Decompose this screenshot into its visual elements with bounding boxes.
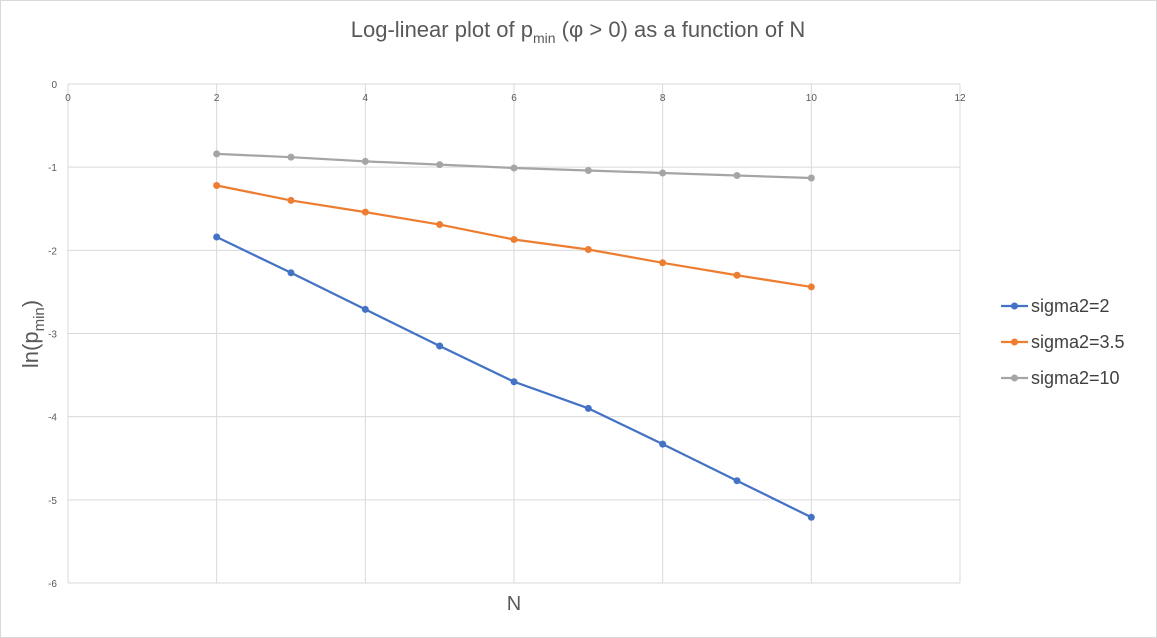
data-point [510, 378, 518, 386]
data-point [213, 181, 221, 189]
series-2 [213, 181, 815, 291]
legend-label: sigma2=3.5 [1031, 332, 1125, 352]
data-point [510, 164, 518, 172]
x-tick-label: 0 [65, 93, 71, 104]
x-tick-label: 10 [806, 93, 818, 104]
data-point [361, 305, 369, 313]
legend-marker [1011, 338, 1018, 346]
y-tick-label: -6 [48, 579, 57, 590]
legend-item: sigma2=10 [1001, 368, 1120, 388]
y-tick-label: -3 [48, 330, 57, 341]
legend-marker [1011, 374, 1018, 382]
y-tick-label: 0 [51, 80, 57, 91]
data-point [807, 174, 815, 182]
x-tick-label: 4 [363, 93, 369, 104]
data-point [436, 161, 444, 169]
data-point [361, 208, 369, 216]
legend-item: sigma2=2 [1001, 296, 1110, 316]
data-point [733, 477, 741, 485]
data-point [287, 196, 295, 204]
data-point [213, 233, 221, 241]
data-point [361, 157, 369, 165]
data-point [436, 221, 444, 229]
y-axis-title: ln(pmin) [18, 300, 48, 368]
legend-label: sigma2=2 [1031, 296, 1110, 316]
chart-title: Log-linear plot of pmin (φ > 0) as a fun… [351, 17, 805, 46]
data-point [659, 169, 667, 177]
y-tick-label: -1 [48, 163, 57, 174]
x-tick-label: 12 [954, 93, 966, 104]
data-point [584, 166, 592, 174]
data-point [659, 259, 667, 267]
legend-marker [1011, 302, 1018, 310]
data-point [807, 513, 815, 521]
y-tick-label: -2 [48, 246, 57, 257]
y-tick-label: -4 [48, 413, 57, 424]
data-point [584, 246, 592, 254]
data-point [436, 342, 444, 350]
legend-item: sigma2=3.5 [1001, 332, 1125, 352]
x-axis-title: N [507, 593, 521, 615]
data-point [733, 271, 741, 279]
series-lines [213, 150, 815, 521]
data-point [807, 283, 815, 291]
gridlines [67, 83, 961, 584]
legend: sigma2=2 sigma2=3.5 sigma2=10 [1001, 296, 1125, 388]
data-point [213, 150, 221, 158]
x-tick-label: 8 [660, 93, 666, 104]
data-point [584, 404, 592, 412]
data-point [287, 269, 295, 277]
x-tick-labels: 0 2 4 6 8 10 12 [65, 93, 966, 104]
x-tick-label: 6 [511, 93, 517, 104]
data-point [659, 440, 667, 448]
y-tick-label: -5 [48, 496, 57, 507]
data-point [287, 153, 295, 161]
series-3 [213, 150, 815, 182]
series-1 [213, 233, 815, 521]
data-point [733, 171, 741, 179]
data-point [510, 236, 518, 244]
legend-label: sigma2=10 [1031, 368, 1120, 388]
x-tick-label: 2 [214, 93, 220, 104]
y-tick-labels: 0 -1 -2 -3 -4 -5 -6 [48, 80, 57, 590]
